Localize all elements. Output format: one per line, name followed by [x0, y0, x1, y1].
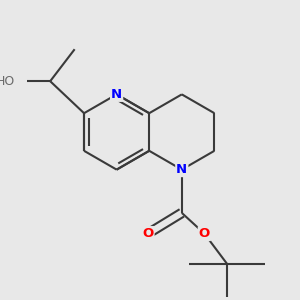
- Text: N: N: [111, 88, 122, 101]
- Text: O: O: [142, 227, 154, 240]
- Text: O: O: [199, 227, 210, 240]
- Text: N: N: [176, 163, 188, 176]
- Text: HO: HO: [0, 75, 15, 88]
